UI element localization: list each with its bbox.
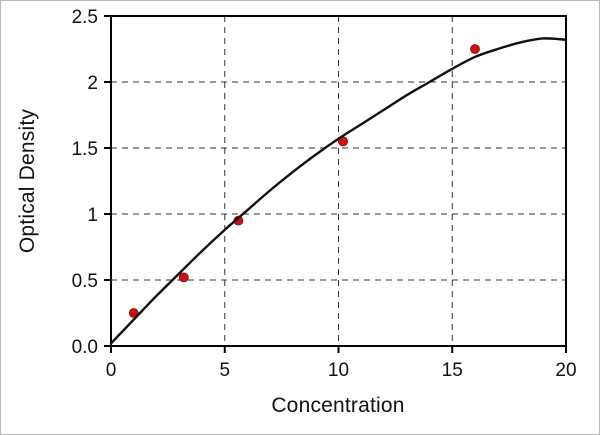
y-tick-label: 1.5 [72, 139, 98, 160]
y-axis-label: Optical Density [16, 108, 39, 254]
x-tick-label: 0 [106, 360, 117, 381]
data-point [470, 44, 480, 54]
data-point [178, 272, 189, 283]
y-tick-label: 0.5 [72, 271, 98, 292]
y-tick-label: 1 [87, 205, 98, 226]
fit-curve [109, 37, 568, 345]
x-tick-label: 5 [219, 360, 230, 381]
x-axis-label: Concentration [271, 394, 405, 417]
y-tick-label: 2.5 [72, 7, 98, 28]
y-tick-label: 0.0 [72, 337, 98, 358]
data-point [128, 308, 139, 318]
x-tick-label: 20 [555, 360, 576, 381]
x-tick-label: 10 [328, 360, 349, 381]
y-tick-label: 2 [87, 73, 98, 94]
x-tick-label: 15 [442, 360, 463, 381]
